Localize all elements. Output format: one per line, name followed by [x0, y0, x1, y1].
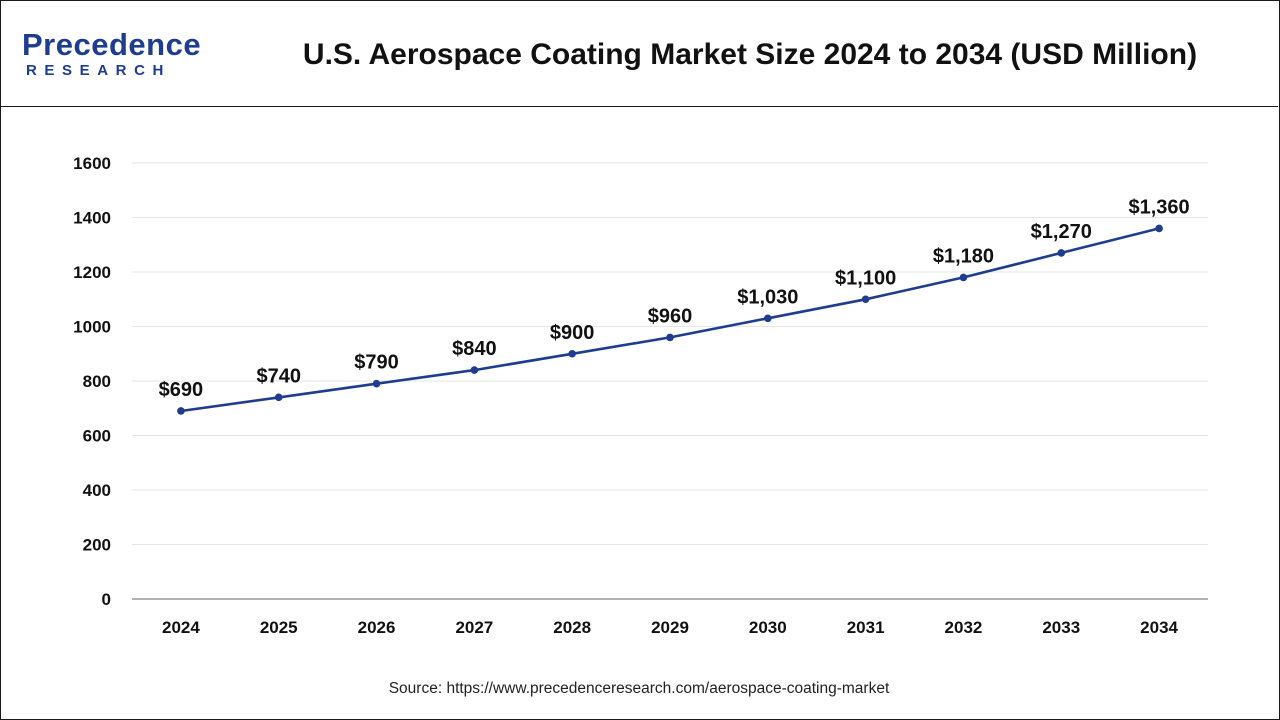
logo-subtitle: RESEARCH — [26, 62, 171, 79]
y-tick-label: 200 — [83, 536, 111, 555]
data-point — [959, 273, 968, 282]
data-label: $1,270 — [1031, 221, 1092, 243]
x-tick-label: 2029 — [651, 618, 689, 637]
y-tick-label: 1200 — [73, 263, 111, 282]
data-label: $1,360 — [1129, 196, 1190, 218]
data-label: $900 — [550, 322, 595, 344]
x-tick-label: 2030 — [749, 618, 787, 637]
logo-wordmark: Precedence — [22, 27, 202, 62]
x-tick-label: 2034 — [1140, 618, 1178, 637]
data-label: $1,030 — [737, 286, 798, 308]
x-tick-label: 2028 — [553, 618, 591, 637]
y-tick-label: 1000 — [73, 318, 111, 337]
data-point — [1155, 224, 1163, 233]
x-tick-label: 2024 — [162, 618, 200, 637]
data-label: $790 — [354, 352, 399, 374]
precedence-research-logo: Precedence RESEARCH — [22, 28, 222, 84]
y-tick-label: 600 — [83, 427, 111, 446]
y-tick-label: 1400 — [73, 209, 111, 228]
data-point — [1057, 249, 1066, 257]
data-point — [666, 333, 674, 342]
data-label: $690 — [159, 379, 204, 401]
y-tick-label: 400 — [83, 481, 111, 500]
data-label: $1,180 — [933, 245, 994, 267]
x-tick-label: 2027 — [455, 618, 493, 637]
header: Precedence RESEARCH U.S. Aerospace Coati… — [0, 0, 1278, 107]
x-tick-label: 2025 — [260, 618, 298, 637]
data-label: $960 — [648, 305, 693, 327]
y-tick-label: 0 — [102, 590, 111, 609]
y-tick-label: 800 — [83, 372, 111, 391]
x-tick-label: 2033 — [1042, 618, 1080, 637]
y-tick-label: 1600 — [73, 154, 111, 173]
data-point — [470, 366, 479, 374]
source-note: Source: https://www.precedenceresearch.c… — [388, 680, 890, 697]
x-tick-label: 2032 — [945, 618, 983, 637]
data-point — [568, 349, 576, 358]
line-chart: 0 200 400 600 800 1000 1200 1400 1600 2024 2025 202… — [73, 154, 1208, 637]
data-point — [274, 393, 283, 402]
data-point — [861, 295, 870, 304]
data-point — [764, 314, 772, 323]
x-tick-label: 2026 — [358, 618, 396, 637]
data-label: $840 — [452, 338, 497, 360]
chart-title: U.S. Aerospace Coating Market Size 2024 … — [302, 38, 1198, 71]
data-point — [372, 379, 381, 388]
data-point — [177, 407, 185, 415]
data-label: $740 — [256, 365, 301, 387]
x-tick-label: 2031 — [847, 618, 885, 637]
data-label: $1,100 — [835, 267, 896, 289]
